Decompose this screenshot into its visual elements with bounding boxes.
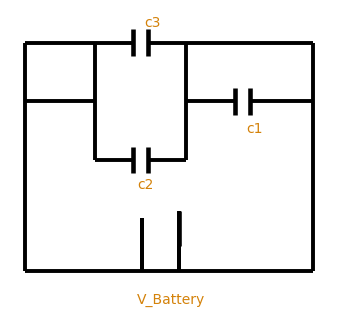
Text: c1: c1 bbox=[246, 122, 263, 136]
Text: V_Battery: V_Battery bbox=[137, 293, 206, 307]
Text: c2: c2 bbox=[137, 178, 153, 192]
Text: c3: c3 bbox=[144, 16, 160, 30]
